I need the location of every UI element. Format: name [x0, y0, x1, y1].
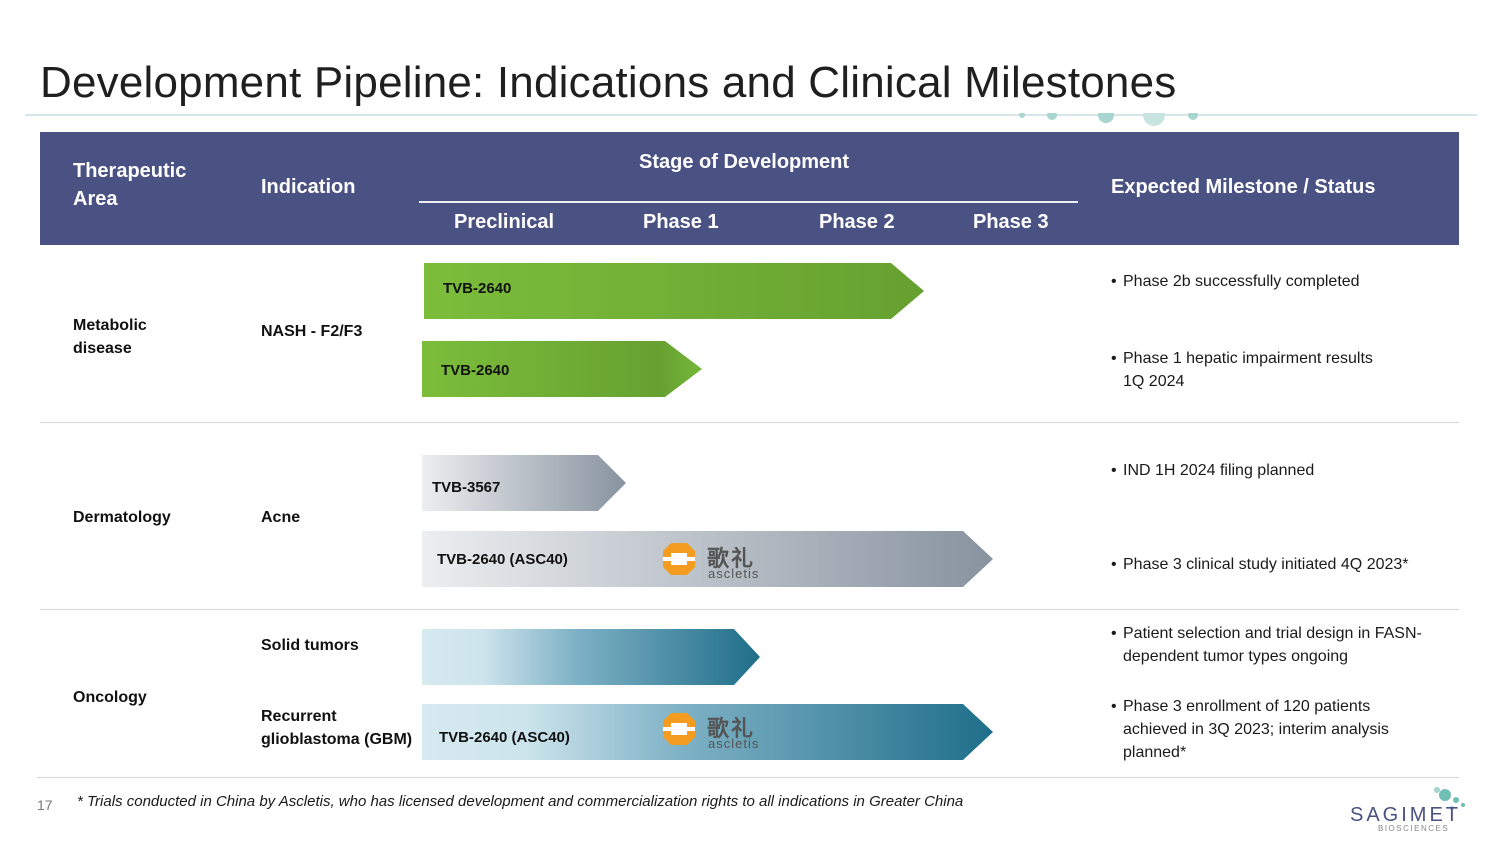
status-item: • Phase 2b successfully completed	[1111, 270, 1360, 293]
header-phase-3: Phase 3	[973, 211, 1049, 233]
status-text: Phase 3 enrollment of 120 patients	[1123, 698, 1371, 715]
status-text: dependent tumor types ongoing	[1123, 648, 1349, 665]
header-therapeutic-area-line2: Area	[73, 188, 118, 210]
ascletis-mark-icon	[663, 713, 695, 745]
status-text: Phase 2b successfully completed	[1123, 273, 1360, 290]
header-stage-of-development: Stage of Development	[639, 151, 850, 173]
status-text: Patient selection and trial design in FA…	[1123, 625, 1422, 642]
status-text: Phase 1 hepatic impairment results	[1123, 350, 1373, 367]
decor-dot	[1188, 113, 1198, 120]
status-text: achieved in 3Q 2023; interim analysis	[1123, 721, 1389, 738]
status-item: • Patient selection and trial design in …	[1111, 622, 1422, 668]
page-number: 17	[37, 797, 53, 813]
bar-solid-tumors	[422, 629, 760, 685]
footnote: * Trials conducted in China by Ascletis,…	[77, 793, 964, 810]
table-header: Therapeutic Area Indication Stage of Dev…	[40, 132, 1459, 245]
decor-dot	[1047, 113, 1057, 120]
status-item: • IND 1H 2024 filing planned	[1111, 459, 1314, 482]
area-dermatology: Dermatology	[73, 509, 171, 526]
status-item: • Phase 1 hepatic impairment results 1Q …	[1111, 347, 1373, 393]
ascletis-english-name: ascletis	[708, 566, 760, 581]
header-therapeutic-area: Therapeutic	[73, 160, 187, 182]
indication-gbm: Recurrent glioblastoma (GBM)	[261, 705, 412, 751]
bar-nash-tvb2640-phase1	[422, 341, 702, 397]
ascletis-chinese-name: 歌礼	[707, 716, 756, 741]
bar-label-nash-1: TVB-2640	[443, 280, 512, 297]
company-tagline: BIOSCIENCES	[1378, 824, 1450, 833]
area-metabolic-line1: Metabolic	[73, 317, 147, 334]
header-phase-2: Phase 2	[819, 211, 895, 233]
ascletis-logo: 歌礼 ascletis	[661, 711, 758, 752]
decor-dot	[1098, 113, 1114, 123]
page-title: Development Pipeline: Indications and Cl…	[40, 58, 1177, 107]
indication-solid-tumors: Solid tumors	[261, 637, 359, 654]
sagimet-dots-icon	[1434, 787, 1465, 810]
stage-divider	[419, 201, 1078, 203]
indication-gbm-line1: Recurrent	[261, 708, 337, 725]
bar-gbm-tvb2640-asc40	[422, 704, 993, 760]
indication-gbm-line2: glioblastoma (GBM)	[261, 731, 413, 748]
bar-acne-tvb2640-asc40	[422, 531, 993, 587]
sagimet-logo: SAGIMET BIOSCIENCES	[1348, 785, 1478, 835]
ascletis-logo: 歌礼 ascletis	[661, 541, 758, 582]
bar-acne-tvb3567	[422, 455, 626, 511]
row-separator	[40, 609, 1459, 610]
table-bottom-rule	[37, 777, 1459, 778]
area-oncology: Oncology	[73, 689, 147, 706]
bar-label-nash-2: TVB-2640	[441, 362, 510, 379]
ascletis-english-name: ascletis	[708, 736, 760, 751]
ascletis-mark-icon	[663, 543, 695, 575]
header-expected-milestone: Expected Milestone / Status	[1111, 176, 1376, 198]
title-divider	[25, 113, 1477, 126]
status-item: • Phase 3 clinical study initiated 4Q 202…	[1111, 553, 1409, 576]
decor-dot	[1143, 113, 1165, 126]
area-metabolic-line2: disease	[73, 340, 132, 357]
status-text: 1Q 2024	[1123, 373, 1185, 390]
status-item: • Phase 3 enrollment of 120 patients ach…	[1111, 695, 1389, 764]
bar-label-gbm: TVB-2640 (ASC40)	[439, 729, 570, 746]
status-text: Phase 3 clinical study initiated 4Q 2023…	[1123, 556, 1409, 573]
header-phase-1: Phase 1	[643, 211, 719, 233]
area-metabolic: Metabolic disease	[73, 314, 147, 360]
company-name: SAGIMET	[1350, 804, 1462, 826]
bar-label-acne-2: TVB-2640 (ASC40)	[437, 551, 568, 568]
ascletis-chinese-name: 歌礼	[707, 546, 756, 571]
bar-label-acne-1: TVB-3567	[432, 479, 501, 496]
header-indication: Indication	[261, 176, 356, 198]
decor-dot	[1019, 113, 1025, 118]
status-text: planned*	[1123, 744, 1187, 761]
row-separator	[40, 422, 1459, 423]
bar-nash-tvb2640-phase2	[424, 263, 924, 319]
header-preclinical: Preclinical	[454, 211, 555, 233]
indication-nash: NASH - F2/F3	[261, 323, 363, 340]
status-text: IND 1H 2024 filing planned	[1123, 462, 1315, 479]
indication-acne: Acne	[261, 509, 301, 526]
